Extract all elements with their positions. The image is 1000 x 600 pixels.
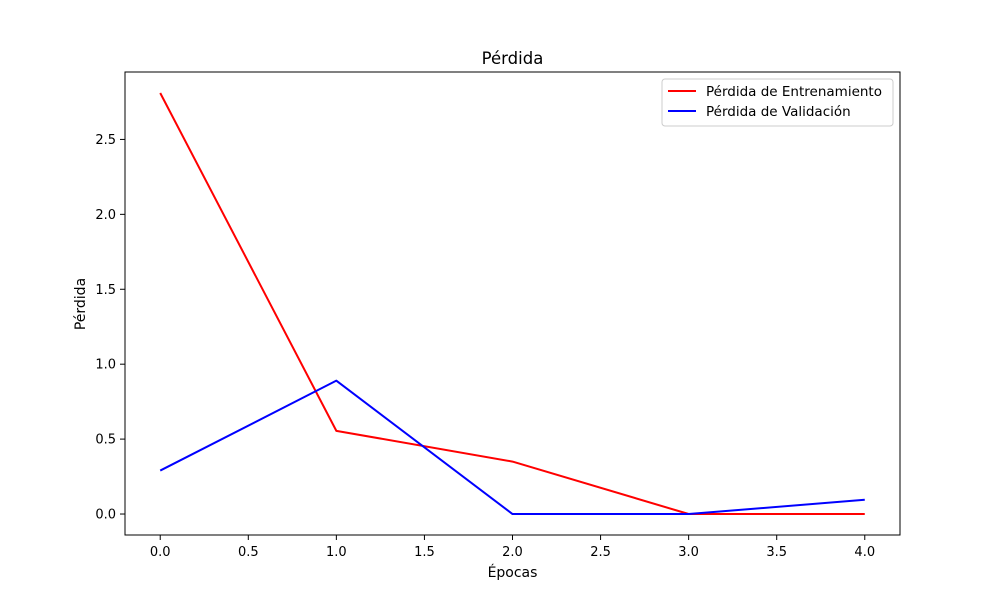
legend: Pérdida de Entrenamiento Pérdida de Valid… xyxy=(661,78,894,127)
y-tick-label: 0.0 xyxy=(95,508,116,523)
x-tick-label: 2.0 xyxy=(502,545,523,560)
x-tick-label: 0.0 xyxy=(150,545,171,560)
y-tick-label: 0.5 xyxy=(95,433,116,448)
y-tick-label: 2.0 xyxy=(95,208,116,223)
legend-box xyxy=(661,78,894,127)
y-axis-title: Pérdida xyxy=(73,278,89,330)
x-tick-label: 1.5 xyxy=(414,545,435,560)
x-tick-label: 3.0 xyxy=(678,545,699,560)
legend-label-0: Pérdida de Entrenamiento xyxy=(706,84,882,100)
y-tick-label: 1.0 xyxy=(95,358,116,373)
chart-title: Pérdida xyxy=(482,49,544,68)
series-line-0 xyxy=(159,92,865,516)
x-tick-label: 1.0 xyxy=(326,545,347,560)
x-tick-label: 4.0 xyxy=(854,545,875,560)
x-tick-label: 0.5 xyxy=(238,545,259,560)
series-line-1 xyxy=(159,379,865,516)
y-tick-label: 1.5 xyxy=(95,283,116,298)
x-tick-label: 2.5 xyxy=(590,545,611,560)
x-tick-label: 3.5 xyxy=(766,545,787,560)
y-tick-label: 2.5 xyxy=(95,133,116,148)
x-axis-title: Épocas xyxy=(488,564,538,581)
legend-label-1: Pérdida de Validación xyxy=(706,104,851,120)
